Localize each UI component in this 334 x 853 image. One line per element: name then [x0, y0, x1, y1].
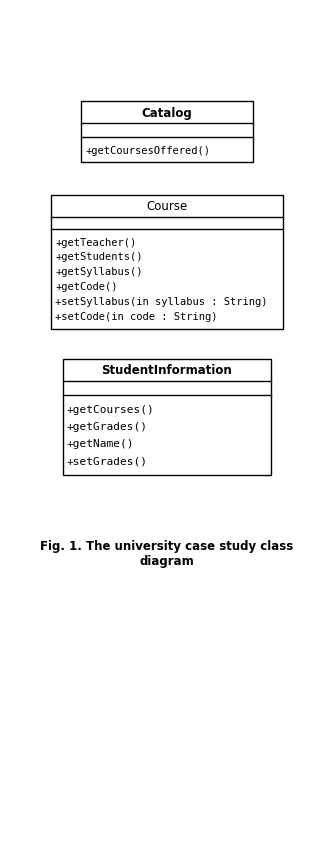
Text: +setSyllabus(in syllabus : String): +setSyllabus(in syllabus : String): [55, 297, 268, 307]
Text: Fig. 1. The university case study class
diagram: Fig. 1. The university case study class …: [40, 539, 294, 567]
Text: +getName(): +getName(): [67, 439, 135, 449]
Text: +getTeacher(): +getTeacher(): [55, 237, 136, 247]
Text: +getSyllabus(): +getSyllabus(): [55, 267, 143, 277]
Bar: [81, 102, 253, 163]
Text: +getCourses(): +getCourses(): [67, 405, 155, 415]
Bar: [63, 360, 271, 475]
Bar: [51, 196, 283, 329]
Text: +getCoursesOffered(): +getCoursesOffered(): [85, 145, 210, 155]
Text: StudentInformation: StudentInformation: [102, 364, 232, 377]
Text: +getStudents(): +getStudents(): [55, 252, 143, 262]
Text: +setCode(in code : String): +setCode(in code : String): [55, 312, 217, 322]
Text: Catalog: Catalog: [142, 107, 192, 119]
Text: +setGrades(): +setGrades(): [67, 456, 148, 466]
Text: Course: Course: [146, 200, 188, 213]
Text: +getGrades(): +getGrades(): [67, 422, 148, 432]
Text: +getCode(): +getCode(): [55, 282, 118, 293]
